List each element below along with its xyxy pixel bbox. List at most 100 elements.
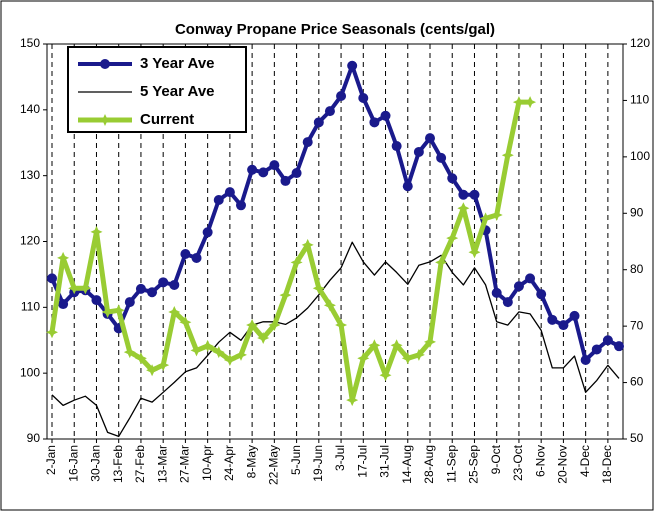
y-tick-label: 100	[20, 365, 40, 379]
marker	[68, 282, 81, 295]
x-tick-label: 13-Mar	[155, 445, 169, 483]
marker	[135, 283, 146, 294]
marker	[401, 352, 414, 365]
x-tick-label: 6-Nov	[533, 445, 547, 477]
x-tick-label: 19-Jun	[311, 445, 325, 482]
y-tick-label: 150	[20, 36, 40, 50]
series-line	[50, 63, 620, 362]
legend: 3 Year Ave 5 Year Ave Current	[67, 46, 247, 133]
marker	[402, 181, 413, 192]
x-tick-label: 27-Mar	[178, 445, 192, 483]
legend-label: Current	[140, 111, 194, 128]
x-tick-label: 28-Aug	[422, 445, 436, 484]
marker	[47, 273, 57, 284]
marker	[336, 91, 347, 102]
marker	[491, 287, 502, 298]
marker	[490, 209, 503, 221]
marker	[46, 326, 58, 339]
marker	[435, 256, 448, 269]
marker	[468, 246, 481, 259]
x-tick-label: 31-Jul	[378, 445, 392, 478]
y-tick-label: 120	[20, 234, 40, 248]
marker	[168, 306, 181, 318]
marker	[447, 173, 458, 184]
marker	[90, 225, 103, 238]
marker	[169, 279, 180, 290]
marker	[346, 394, 359, 407]
x-tick-label: 8-May	[244, 445, 258, 478]
marker	[479, 212, 492, 225]
x-tick-label: 25-Sep	[467, 445, 481, 484]
x-tick-label: 16-Jan	[66, 445, 80, 482]
marker	[280, 175, 291, 186]
marker	[146, 364, 159, 377]
marker	[501, 149, 514, 162]
marker	[158, 277, 169, 288]
marker	[179, 316, 192, 329]
x-tick-label: 27-Feb	[133, 445, 147, 483]
y-tick-label: 140	[20, 102, 40, 116]
marker	[124, 297, 135, 308]
marker	[425, 133, 435, 144]
marker	[147, 287, 158, 298]
x-tick-label: 4-Dec	[578, 445, 592, 477]
y2-tick-label: 60	[630, 375, 644, 389]
marker	[268, 319, 281, 331]
marker	[335, 319, 348, 331]
marker	[502, 297, 513, 308]
marker	[258, 167, 269, 178]
marker	[246, 319, 259, 331]
marker	[57, 251, 70, 264]
marker	[368, 339, 381, 352]
x-tick-label: 9-Oct	[489, 444, 503, 474]
marker	[301, 238, 314, 251]
marker	[213, 195, 224, 206]
marker	[323, 299, 336, 312]
marker	[412, 348, 425, 361]
marker	[212, 346, 225, 359]
x-tick-label: 14-Aug	[400, 445, 414, 484]
x-tick-label: 30-Jan	[89, 445, 103, 482]
legend-label: 3 Year Ave	[140, 55, 215, 72]
marker	[279, 289, 292, 302]
marker	[134, 352, 147, 365]
marker	[446, 232, 459, 245]
y2-tick-label: 100	[630, 149, 650, 163]
marker	[235, 348, 247, 361]
x-tick-label: 17-Jul	[355, 445, 369, 478]
marker	[558, 320, 569, 331]
marker	[247, 164, 258, 175]
marker	[357, 352, 370, 365]
marker	[112, 304, 125, 317]
marker	[525, 273, 536, 284]
y-tick-label: 90	[27, 431, 41, 445]
y2-tick-label: 50	[630, 431, 644, 445]
y2-tick-label: 120	[630, 36, 650, 50]
marker	[58, 299, 69, 310]
marker	[379, 369, 392, 382]
marker	[180, 249, 191, 260]
marker	[569, 310, 580, 321]
x-tick-label: 20-Nov	[556, 445, 570, 484]
marker	[390, 339, 403, 352]
y-tick-label: 130	[20, 168, 40, 182]
marker	[391, 141, 402, 152]
x-tick-label: 23-Oct	[511, 444, 525, 481]
marker	[547, 314, 558, 325]
marker	[436, 152, 447, 163]
x-tick-label: 2-Jan	[44, 445, 58, 475]
y2-tick-label: 110	[630, 93, 649, 107]
marker	[123, 346, 136, 359]
marker	[413, 146, 424, 157]
y2-tick-label: 70	[630, 318, 644, 332]
marker	[224, 187, 235, 198]
marker	[291, 168, 302, 179]
marker	[257, 332, 270, 344]
marker	[101, 306, 114, 318]
x-tick-label: 5-Jun	[289, 445, 303, 475]
marker	[191, 252, 202, 263]
marker	[91, 295, 102, 306]
marker	[312, 282, 325, 295]
marker	[236, 200, 246, 211]
legend-label: 5 Year Ave	[140, 83, 215, 100]
